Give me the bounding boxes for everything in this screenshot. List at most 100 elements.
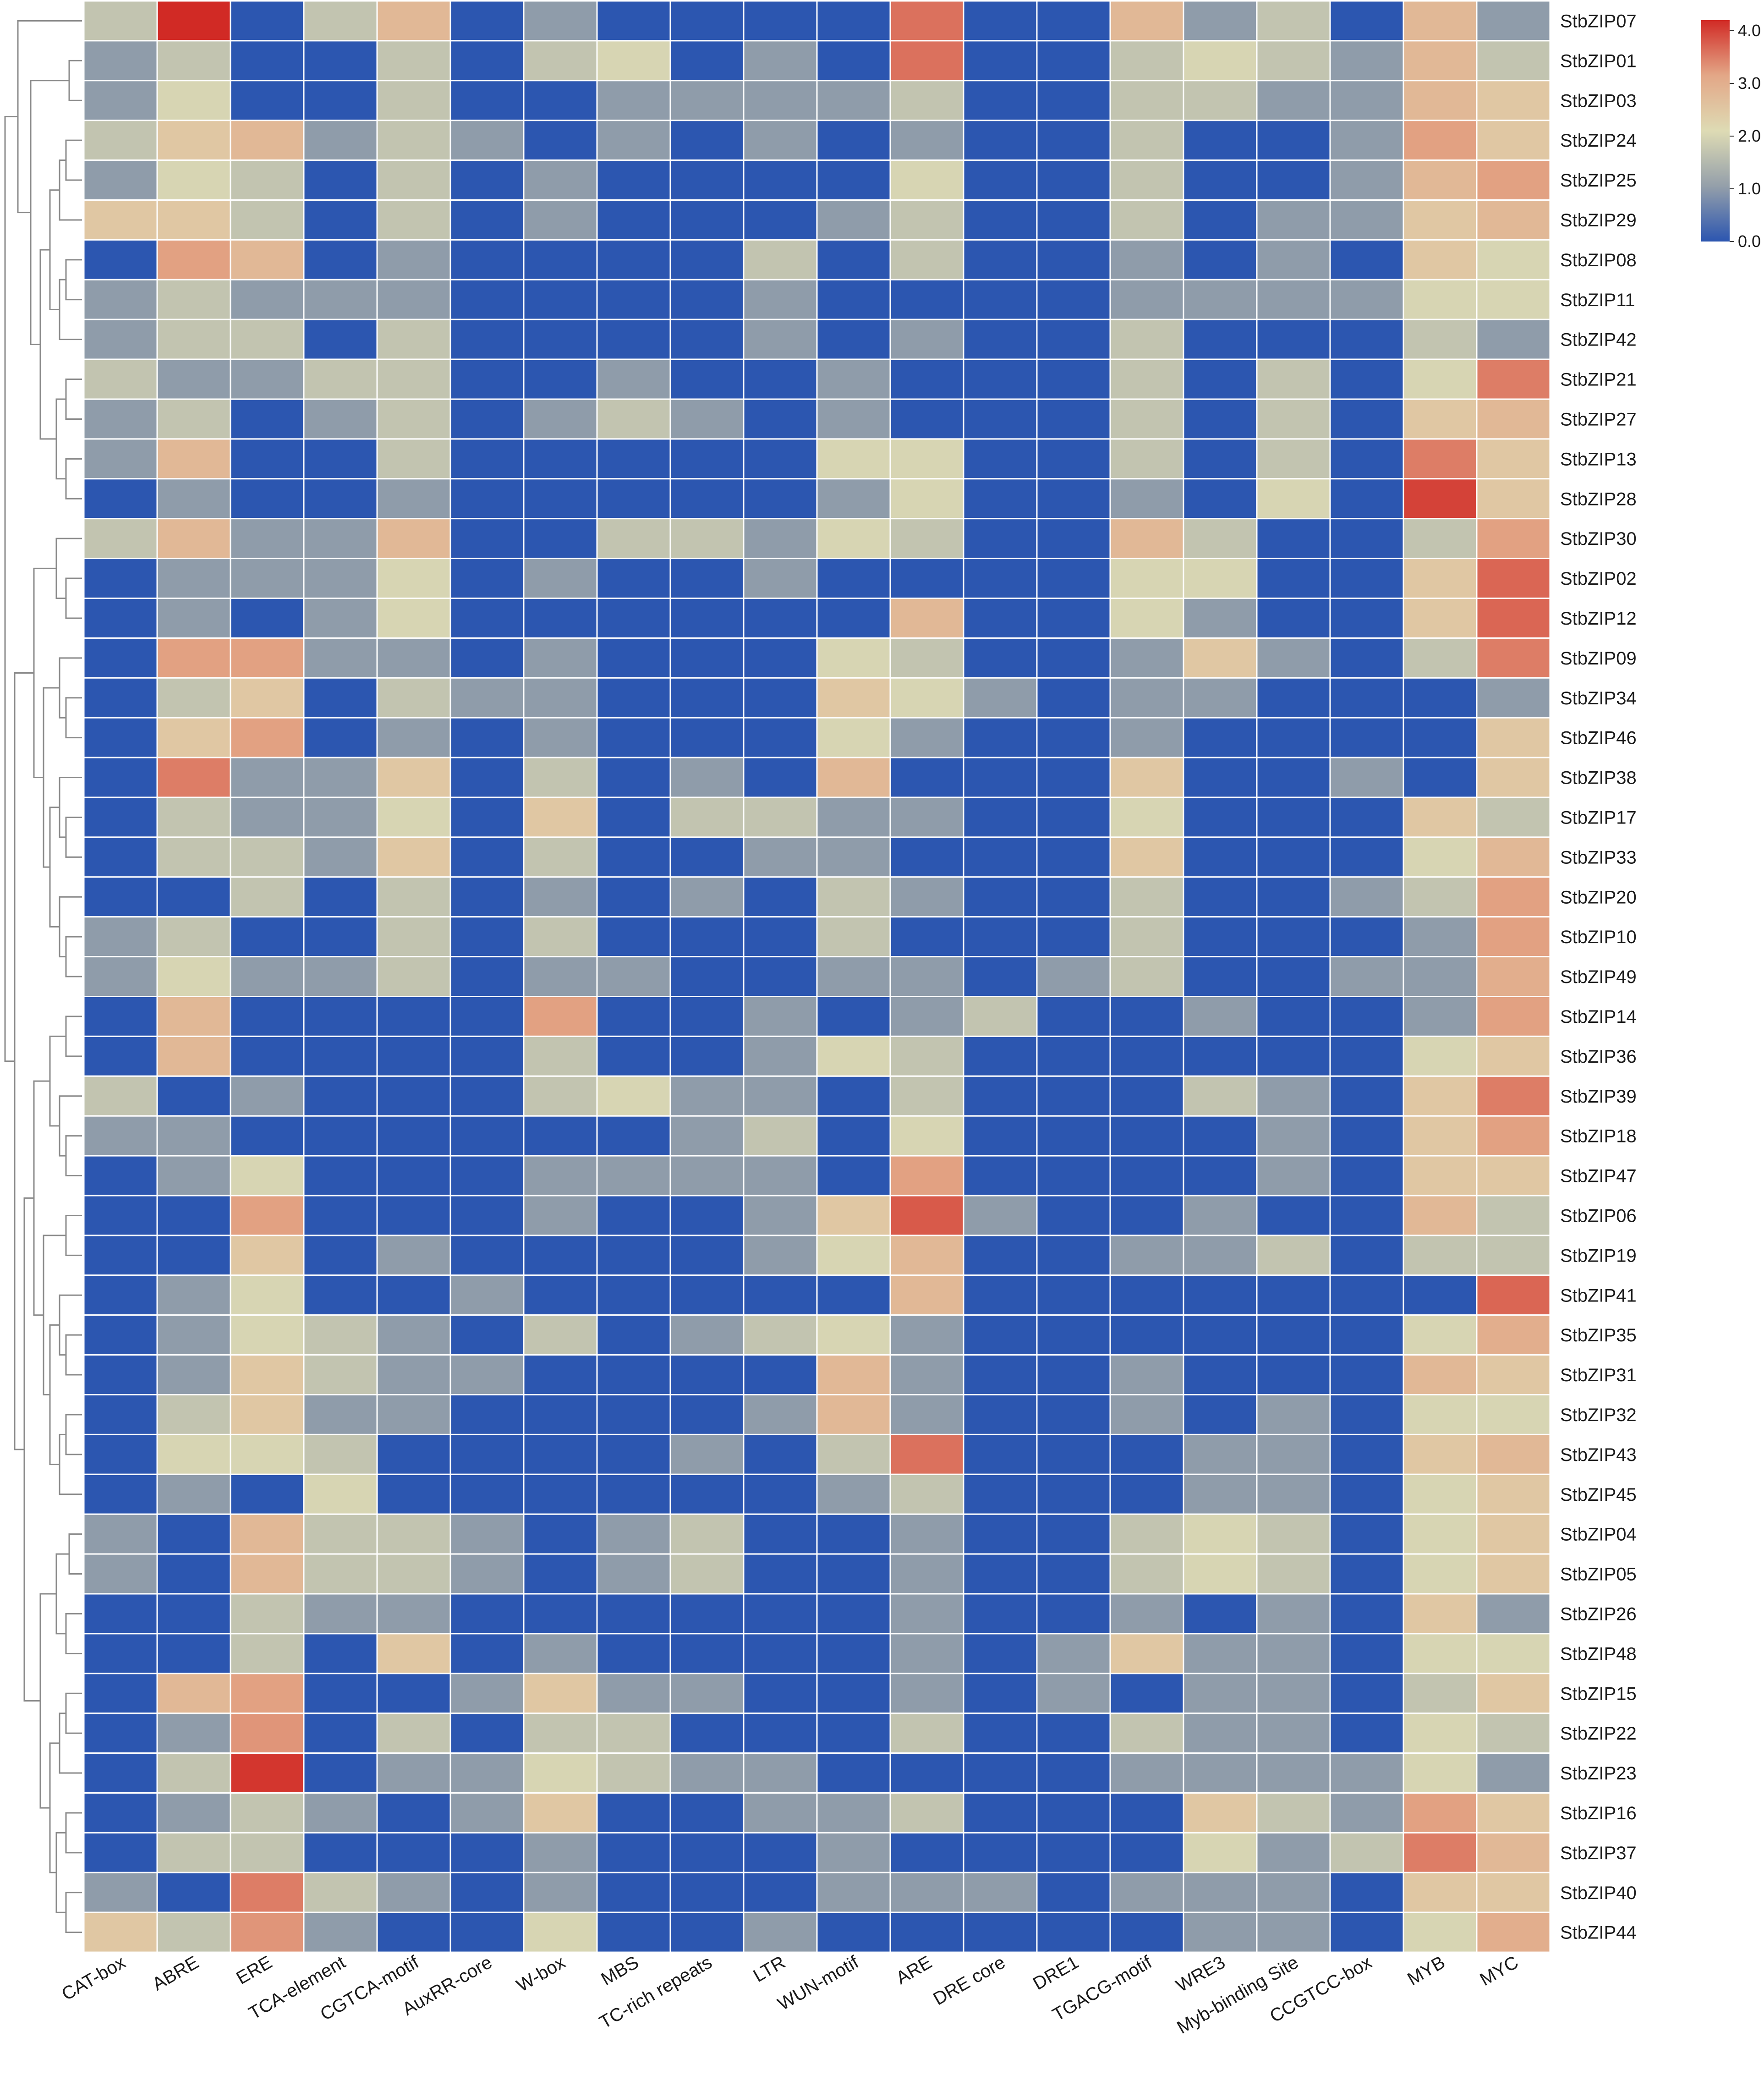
dendrogram-branch — [68, 1533, 82, 1575]
dendrogram-branch — [65, 1135, 82, 1177]
heatmap-cell — [1329, 558, 1404, 599]
heatmap-cell — [1476, 1911, 1551, 1953]
heatmap-cell — [230, 717, 305, 758]
heatmap-cell — [816, 1792, 891, 1834]
heatmap-cell — [230, 1553, 305, 1595]
heatmap-cell — [743, 1872, 818, 1913]
dendrogram-branch — [65, 1214, 82, 1256]
heatmap-cell — [1256, 836, 1331, 878]
heatmap-cell — [376, 1433, 451, 1475]
heatmap-cell — [449, 1473, 525, 1515]
heatmap-cell — [1402, 1553, 1478, 1595]
heatmap-cell — [669, 956, 745, 998]
heatmap-cell — [1109, 1513, 1184, 1555]
heatmap-cell — [449, 199, 525, 241]
heatmap-cell — [1036, 717, 1111, 758]
heatmap-cell — [1036, 1593, 1111, 1635]
heatmap-cell — [449, 598, 525, 639]
legend-tick-label: 2.0 — [1738, 126, 1761, 145]
heatmap-cell — [1402, 1792, 1478, 1834]
dendrogram-branch — [49, 189, 60, 310]
heatmap-cell — [449, 80, 525, 121]
heatmap-cell — [1183, 1633, 1258, 1674]
heatmap-cell — [1183, 1354, 1258, 1396]
column-label: Myb-binding Site — [1173, 1952, 1302, 2038]
heatmap-cell — [303, 1553, 378, 1595]
heatmap-cell — [230, 796, 305, 838]
heatmap-cell — [376, 1752, 451, 1794]
heatmap-cell — [156, 916, 231, 958]
heatmap-cell — [156, 836, 231, 878]
heatmap-cell — [596, 1513, 671, 1555]
heatmap-cell — [230, 518, 305, 560]
heatmap-cell — [1256, 996, 1331, 1037]
heatmap-cell — [1329, 956, 1404, 998]
dendrogram-branch — [17, 20, 82, 214]
heatmap-cell — [230, 1235, 305, 1276]
heatmap-cell — [743, 0, 818, 42]
heatmap-cell — [523, 598, 598, 639]
heatmap-cell — [230, 1473, 305, 1515]
heatmap-cell — [83, 1673, 158, 1714]
heatmap-cell — [1183, 80, 1258, 121]
heatmap-cell — [1183, 0, 1258, 42]
heatmap-cell — [1183, 717, 1258, 758]
heatmap-cell — [1183, 1513, 1258, 1555]
heatmap-cell — [156, 677, 231, 719]
heatmap-cell — [303, 1235, 378, 1276]
heatmap-cell — [963, 199, 1038, 241]
heatmap-cell — [889, 358, 964, 400]
heatmap-cell — [1476, 1075, 1551, 1117]
heatmap-cell — [1109, 916, 1184, 958]
heatmap-cell — [1256, 318, 1331, 360]
heatmap-cell — [1036, 1235, 1111, 1276]
heatmap-cell — [449, 318, 525, 360]
heatmap-cell — [1476, 1673, 1551, 1714]
heatmap-cell — [1476, 836, 1551, 878]
heatmap-cell — [1036, 598, 1111, 639]
heatmap-cell — [1329, 1673, 1404, 1714]
heatmap-cell — [1329, 279, 1404, 320]
heatmap-cell — [816, 1433, 891, 1475]
row-label: StbZIP05 — [1560, 1565, 1637, 1585]
heatmap-cell — [596, 1354, 671, 1396]
heatmap-cell — [816, 677, 891, 719]
heatmap-cell — [816, 1274, 891, 1316]
heatmap-cell — [1036, 518, 1111, 560]
heatmap-cell — [303, 438, 378, 480]
heatmap-cell — [1183, 1911, 1258, 1953]
dendrogram-branch — [55, 538, 82, 599]
heatmap-cell — [230, 1911, 305, 1953]
heatmap-cell — [889, 1872, 964, 1913]
heatmap-cell — [1183, 398, 1258, 440]
heatmap-cell — [669, 1075, 745, 1117]
heatmap-cell — [669, 558, 745, 599]
heatmap-cell — [449, 916, 525, 958]
heatmap-cell — [1402, 876, 1478, 918]
heatmap-cell — [1402, 1433, 1478, 1475]
heatmap-cell — [1402, 398, 1478, 440]
heatmap-cell — [156, 1314, 231, 1356]
heatmap-cell — [1329, 1433, 1404, 1475]
heatmap-cell — [596, 916, 671, 958]
heatmap-cell — [743, 199, 818, 241]
heatmap-cell — [303, 996, 378, 1037]
row-label: StbZIP42 — [1560, 330, 1637, 350]
heatmap-cell — [376, 159, 451, 201]
heatmap-cell — [523, 1035, 598, 1077]
heatmap-cell — [449, 637, 525, 679]
heatmap-cell — [156, 1433, 231, 1475]
heatmap-cell — [889, 1235, 964, 1276]
heatmap-cell — [376, 40, 451, 82]
heatmap-cell — [1329, 1354, 1404, 1396]
heatmap-cell — [596, 836, 671, 878]
heatmap-cell — [449, 279, 525, 320]
heatmap-cell — [889, 318, 964, 360]
row-label: StbZIP24 — [1560, 131, 1637, 151]
heatmap-cell — [449, 1792, 525, 1834]
heatmap-cell — [156, 1713, 231, 1754]
heatmap-cell — [1402, 1593, 1478, 1635]
heatmap-cell — [449, 1832, 525, 1873]
heatmap-cell — [376, 1115, 451, 1157]
heatmap-cell — [963, 1792, 1038, 1834]
